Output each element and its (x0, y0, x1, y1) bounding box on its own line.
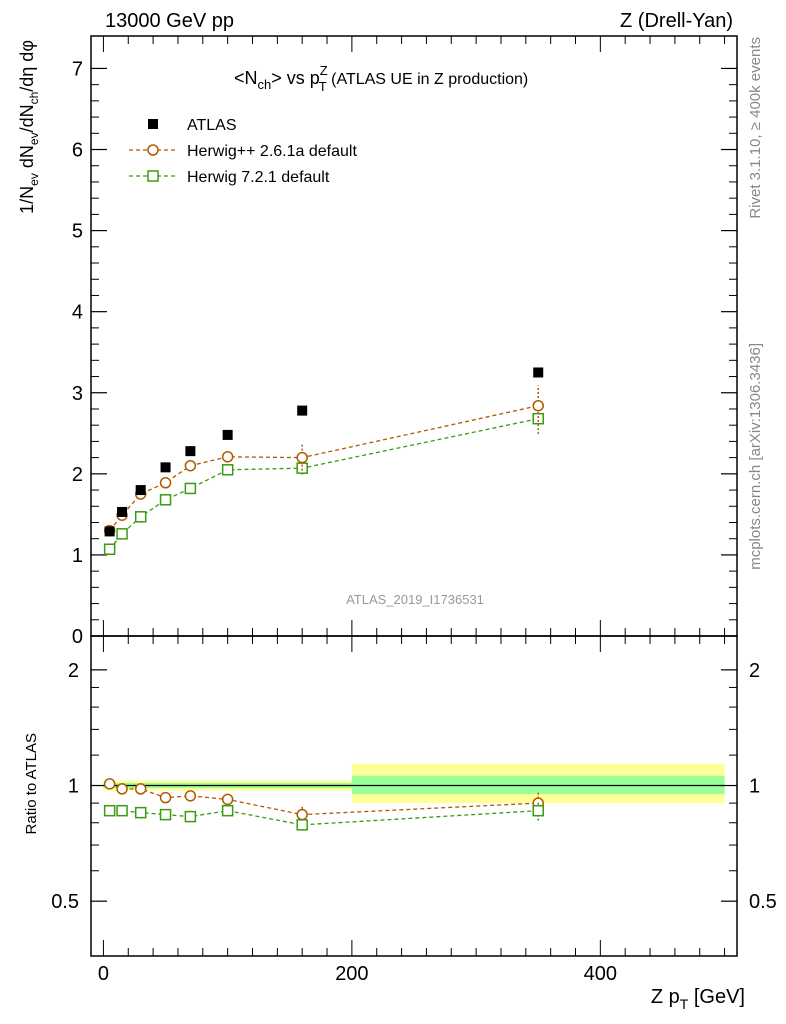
atlas-point-6 (297, 405, 308, 416)
mcplots-label: mcplots.cern.ch [arXiv:1306.3436] (747, 343, 764, 570)
title-n-sub: ch (258, 77, 272, 92)
title-vs: > vs p (271, 68, 320, 88)
main-point-2-4 (184, 482, 197, 495)
header-right: Z (Drell-Yan) (620, 10, 733, 32)
x-tick-label-0: 0 (98, 963, 109, 985)
ratio-ytick-label-0: 0.5 (51, 891, 79, 913)
main-point-1-3 (159, 477, 172, 489)
ratio-point-0-1 (116, 783, 128, 795)
ratio-point-0-4 (184, 790, 197, 802)
main-point-1-5 (221, 451, 234, 463)
main-panel: 0 1 2 3 4 5 6 7 (72, 35, 738, 648)
legend-marker-2 (147, 170, 159, 182)
main-ylabel: 1/Nev dNev/dNch/dη dφ (17, 40, 41, 214)
ratio-point-0-3 (159, 791, 172, 804)
atlas-point-3 (160, 462, 171, 473)
atlas-point-7 (533, 367, 544, 378)
header-left: 13000 GeV pp (105, 10, 234, 32)
legend-label-2: Herwig 7.2.1 default (187, 169, 330, 186)
main-point-1-7 (532, 399, 544, 412)
main-ytick-label-3: 3 (72, 383, 83, 405)
main-ytick-label-2: 2 (72, 464, 83, 486)
legend: ATLAS Herwig++ 2.6.1a default Herwig 7.2.1… (129, 117, 357, 186)
title-p-sub: T (319, 79, 327, 94)
ratio-point-0-0 (103, 778, 116, 790)
ratio-series-line-1 (109, 810, 539, 826)
atlas-point-2 (135, 485, 146, 496)
main-point-1-6 (296, 451, 308, 464)
title-p-sup: Z (320, 63, 328, 78)
main-ytick-label-0: 0 (72, 626, 83, 648)
atlas-point-1 (117, 506, 128, 517)
ratio-point-1-5 (221, 804, 234, 817)
main-ytick-label-1: 1 (72, 545, 83, 567)
ratio-point-1-6 (296, 819, 308, 831)
atlas-point-5 (222, 429, 233, 440)
ratio-ytick-label-right-2: 2 (749, 660, 760, 682)
main-series-line-2 (109, 418, 539, 550)
ratio-ytick-label-1: 1 (68, 776, 79, 798)
ratio-ylabel: Ratio to ATLAS (23, 733, 40, 834)
ratio-ytick-label-right-1: 1 (749, 776, 760, 798)
ratio-point-1-7 (532, 804, 544, 817)
ratio-point-1-0 (103, 804, 116, 817)
legend-marker-1 (147, 144, 159, 156)
atlas-point-0 (104, 526, 115, 537)
main-point-2-2 (134, 511, 147, 523)
legend-marker-0 (148, 119, 158, 129)
main-point-2-5 (221, 464, 234, 476)
x-tick-label-1: 200 (335, 963, 368, 985)
atlas-point-4 (185, 446, 196, 457)
main-point-2-7 (532, 412, 544, 425)
main-point-2-3 (159, 494, 172, 506)
ratio-point-1-1 (116, 804, 128, 817)
main-point-2-1 (116, 528, 128, 540)
main-series-line-1 (109, 405, 539, 532)
ratio-point-0-5 (221, 793, 234, 806)
main-point-1-4 (184, 459, 197, 472)
main-ytick-label-5: 5 (72, 221, 83, 243)
x-tick-label-2: 400 (584, 963, 617, 985)
ratio-point-1-4 (184, 810, 197, 823)
ratio-point-0-2 (134, 783, 147, 795)
main-ytick-label-7: 7 (72, 58, 83, 80)
main-ytick-label-4: 4 (72, 302, 83, 324)
legend-label-0: ATLAS (187, 117, 237, 134)
ratio-frame (90, 635, 738, 957)
ratio-ytick-label-2: 2 (68, 660, 79, 682)
x-axis-title: Z pT [GeV] (651, 986, 745, 1012)
main-point-2-0 (103, 543, 116, 555)
ratio-point-1-3 (159, 808, 172, 821)
title-rest: (ATLAS UE in Z production) (327, 71, 529, 88)
analysis-watermark: ATLAS_2019_I1736531 (346, 592, 484, 607)
ratio-panel: 0.5 0.5 1 1 2 2 0 200 400 (51, 635, 777, 985)
plot-title: <Nch> vs pZ T (ATLAS UE in Z production) (234, 63, 528, 94)
title-n: <N (234, 68, 258, 88)
main-ytick-label-6: 6 (72, 140, 83, 162)
ratio-point-0-6 (296, 808, 308, 821)
ratio-point-1-2 (134, 806, 147, 819)
ratio-ytick-label-right-0: 0.5 (749, 891, 777, 913)
legend-label-1: Herwig++ 2.6.1a default (187, 143, 357, 160)
rivet-label: Rivet 3.1.10, ≥ 400k events (747, 37, 764, 219)
